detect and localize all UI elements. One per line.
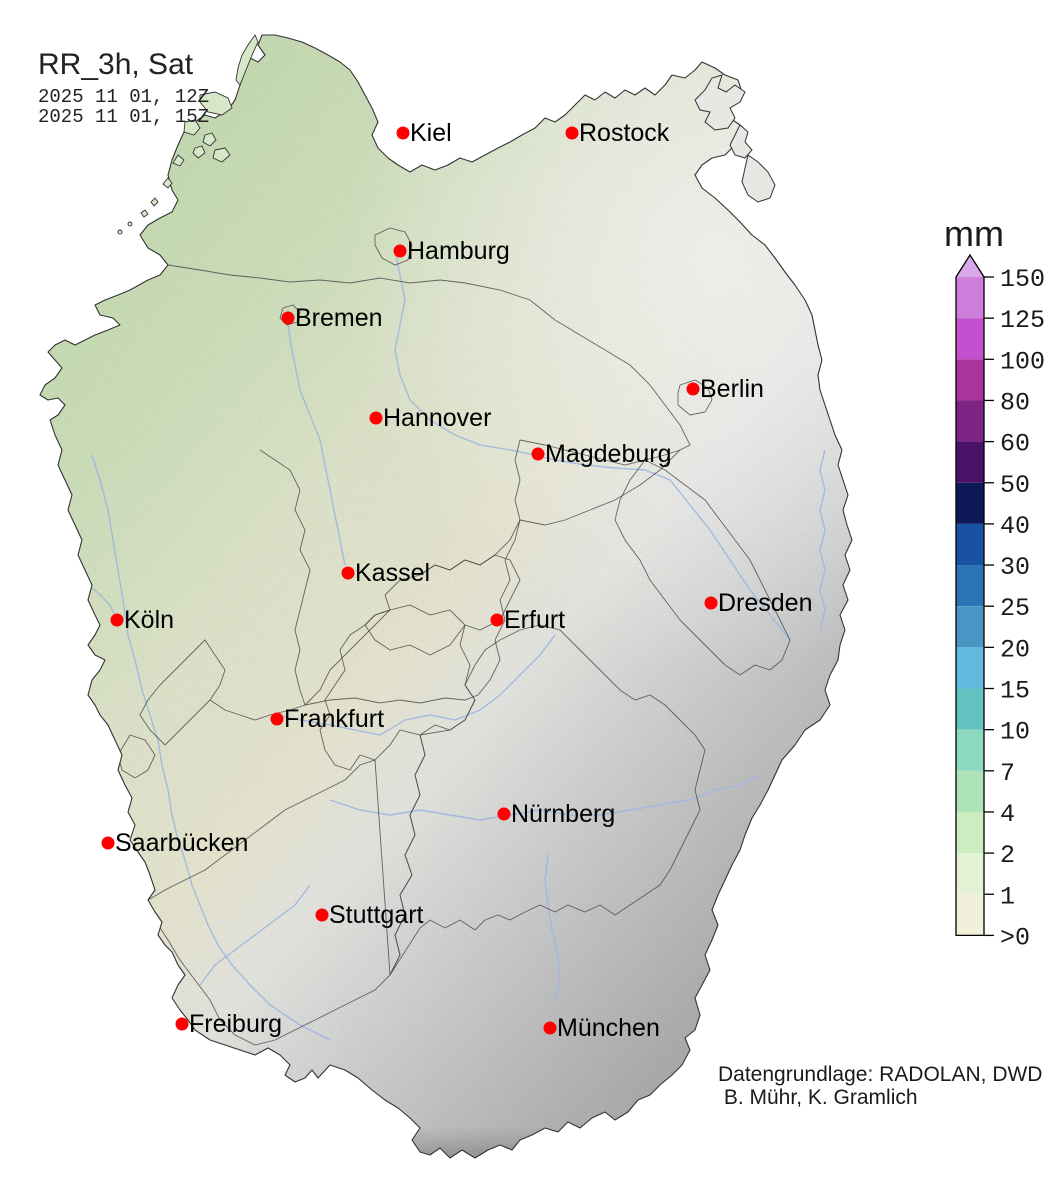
svg-text:Dresden: Dresden <box>718 589 813 617</box>
svg-text:40: 40 <box>1000 512 1030 541</box>
svg-text:7: 7 <box>1000 759 1015 788</box>
svg-text:4: 4 <box>1000 800 1015 829</box>
svg-text:Saarbücken: Saarbücken <box>115 829 248 857</box>
svg-text:Stuttgart: Stuttgart <box>329 901 424 929</box>
svg-text:100: 100 <box>1000 347 1045 376</box>
svg-text:60: 60 <box>1000 430 1030 459</box>
svg-text:10: 10 <box>1000 718 1030 747</box>
svg-text:20: 20 <box>1000 635 1030 664</box>
svg-text:15: 15 <box>1000 677 1030 706</box>
svg-text:Frankfurt: Frankfurt <box>284 705 384 733</box>
svg-text:25: 25 <box>1000 594 1030 623</box>
svg-text:50: 50 <box>1000 471 1030 500</box>
svg-text:München: München <box>557 1014 660 1042</box>
svg-text:>0: >0 <box>1000 923 1030 952</box>
svg-text:Berlin: Berlin <box>700 375 764 403</box>
svg-text:30: 30 <box>1000 553 1030 582</box>
svg-text:Kassel: Kassel <box>355 559 430 587</box>
svg-text:Erfurt: Erfurt <box>504 606 565 634</box>
svg-text:1: 1 <box>1000 882 1015 911</box>
svg-text:2: 2 <box>1000 841 1015 870</box>
svg-text:125: 125 <box>1000 306 1045 335</box>
svg-text:Rostock: Rostock <box>579 119 670 147</box>
svg-text:Bremen: Bremen <box>295 304 383 332</box>
svg-text:Nürnberg: Nürnberg <box>511 800 615 828</box>
svg-text:Hannover: Hannover <box>383 404 491 432</box>
svg-text:Hamburg: Hamburg <box>407 237 510 265</box>
svg-text:Köln: Köln <box>124 606 174 634</box>
svg-text:Kiel: Kiel <box>410 119 452 147</box>
svg-text:150: 150 <box>1000 265 1045 294</box>
svg-text:Magdeburg: Magdeburg <box>545 440 671 468</box>
svg-text:80: 80 <box>1000 388 1030 417</box>
svg-text:Freiburg: Freiburg <box>189 1010 282 1038</box>
